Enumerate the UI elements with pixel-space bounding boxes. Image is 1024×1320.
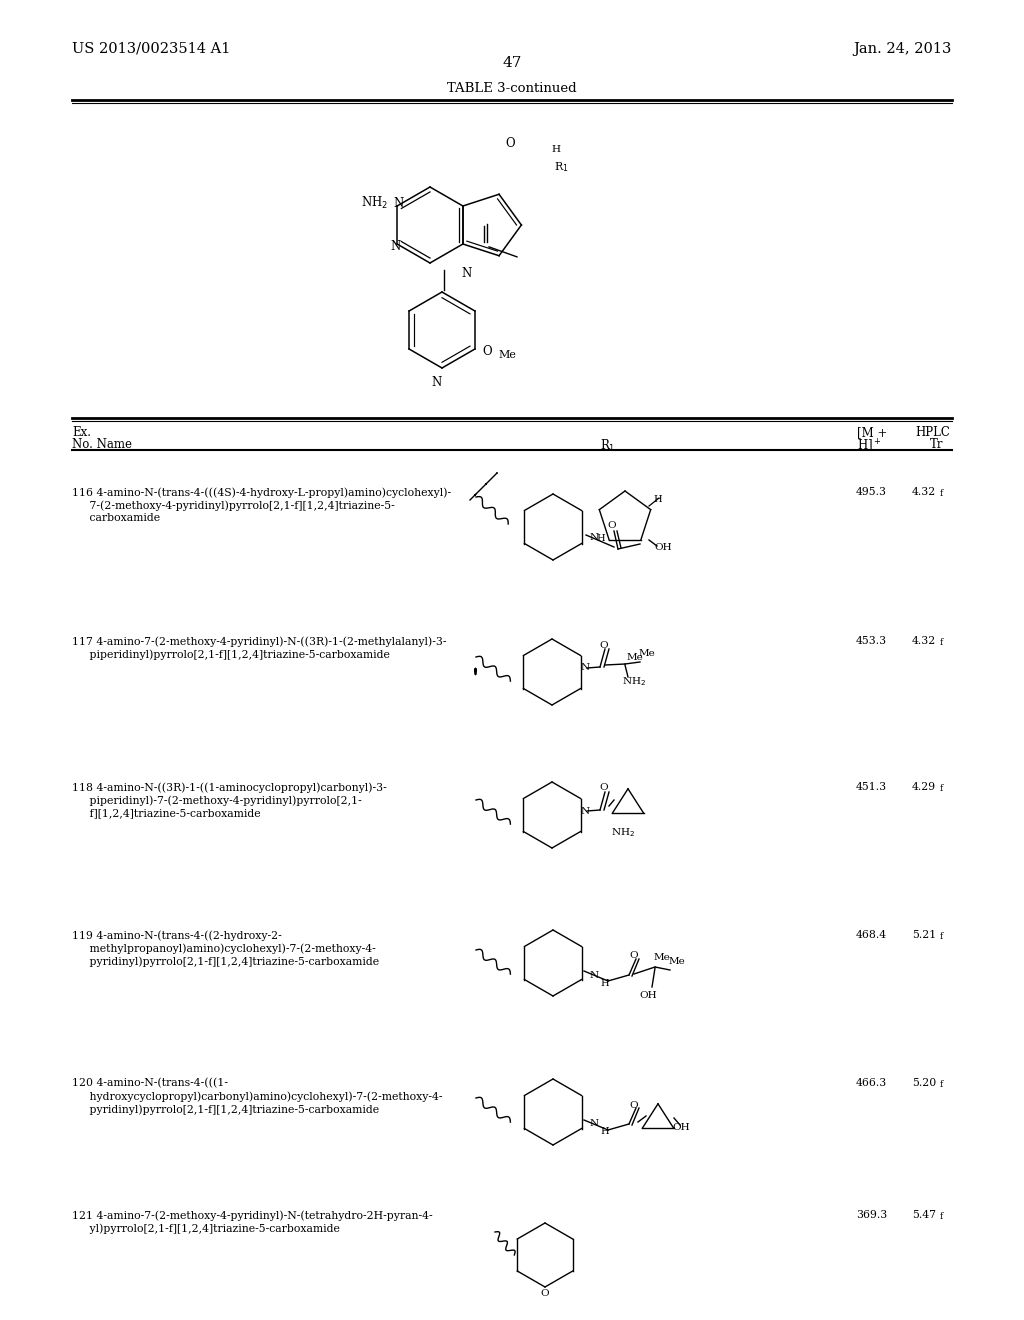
Text: R$_1$: R$_1$ xyxy=(554,160,568,174)
Text: OH: OH xyxy=(639,990,656,999)
Text: [M +: [M + xyxy=(857,426,888,440)
Text: H: H xyxy=(600,978,608,987)
Text: pyridinyl)pyrrolo[2,1-f][1,2,4]triazine-5-carboxamide: pyridinyl)pyrrolo[2,1-f][1,2,4]triazine-… xyxy=(72,1104,379,1114)
Text: 5.47: 5.47 xyxy=(912,1210,936,1220)
Text: NH$_2$: NH$_2$ xyxy=(611,826,635,840)
Text: 116 4-amino-N-(trans-4-(((4S)-4-hydroxy-L-propyl)amino)cyclohexyl)-: 116 4-amino-N-(trans-4-(((4S)-4-hydroxy-… xyxy=(72,487,452,498)
Text: f: f xyxy=(940,1212,943,1221)
Text: f: f xyxy=(940,488,943,498)
Text: NH$_2$: NH$_2$ xyxy=(361,195,388,211)
Text: Ex.: Ex. xyxy=(72,426,91,440)
Text: H: H xyxy=(600,1127,608,1137)
Text: 4.29: 4.29 xyxy=(912,781,936,792)
Text: 5.20: 5.20 xyxy=(912,1078,936,1088)
Text: 47: 47 xyxy=(503,55,521,70)
Text: f: f xyxy=(940,638,943,647)
Text: N: N xyxy=(590,1119,599,1129)
Text: 4.32: 4.32 xyxy=(912,487,936,498)
Text: N: N xyxy=(393,197,403,210)
Text: N: N xyxy=(590,533,599,543)
Text: 495.3: 495.3 xyxy=(856,487,887,498)
Text: H: H xyxy=(551,145,560,154)
Text: Me: Me xyxy=(639,649,655,659)
Text: O: O xyxy=(630,952,638,961)
Text: 451.3: 451.3 xyxy=(856,781,887,792)
Text: 4.32: 4.32 xyxy=(912,636,936,645)
Text: H]$^+$: H]$^+$ xyxy=(857,438,882,455)
Text: methylpropanoyl)amino)cyclohexyl)-7-(2-methoxy-4-: methylpropanoyl)amino)cyclohexyl)-7-(2-m… xyxy=(72,942,376,953)
Text: TABLE 3-continued: TABLE 3-continued xyxy=(447,82,577,95)
Text: H: H xyxy=(653,495,662,504)
Text: H: H xyxy=(597,535,605,543)
Text: f: f xyxy=(940,932,943,941)
Text: N: N xyxy=(432,376,442,389)
Text: N: N xyxy=(581,807,590,816)
Text: N: N xyxy=(390,240,400,253)
Text: carboxamide: carboxamide xyxy=(72,513,160,523)
Text: 453.3: 453.3 xyxy=(856,636,887,645)
Text: 121 4-amino-7-(2-methoxy-4-pyridinyl)-N-(tetrahydro-2H-pyran-4-: 121 4-amino-7-(2-methoxy-4-pyridinyl)-N-… xyxy=(72,1210,432,1221)
Text: 5.21: 5.21 xyxy=(912,931,936,940)
Text: f][1,2,4]triazine-5-carboxamide: f][1,2,4]triazine-5-carboxamide xyxy=(72,808,261,818)
Text: 466.3: 466.3 xyxy=(856,1078,887,1088)
Text: OH: OH xyxy=(654,544,672,553)
Text: Tr: Tr xyxy=(930,438,943,451)
Text: O: O xyxy=(541,1288,549,1298)
Text: Me: Me xyxy=(669,957,686,965)
Text: 468.4: 468.4 xyxy=(856,931,887,940)
Text: N: N xyxy=(590,970,599,979)
Text: HPLC: HPLC xyxy=(915,426,950,440)
Text: 118 4-amino-N-((3R)-1-((1-aminocyclopropyl)carbonyl)-3-: 118 4-amino-N-((3R)-1-((1-aminocycloprop… xyxy=(72,781,387,792)
Text: f: f xyxy=(940,784,943,793)
Text: US 2013/0023514 A1: US 2013/0023514 A1 xyxy=(72,42,230,55)
Text: hydroxycyclopropyl)carbonyl)amino)cyclohexyl)-7-(2-methoxy-4-: hydroxycyclopropyl)carbonyl)amino)cycloh… xyxy=(72,1092,442,1102)
Text: OH: OH xyxy=(672,1123,689,1133)
Text: Me: Me xyxy=(498,350,516,360)
Text: O: O xyxy=(600,640,608,649)
Text: Me: Me xyxy=(627,652,644,661)
Text: O: O xyxy=(505,137,515,150)
Text: N: N xyxy=(581,664,590,672)
Text: Jan. 24, 2013: Jan. 24, 2013 xyxy=(854,42,952,55)
Text: NH$_2$: NH$_2$ xyxy=(622,676,646,689)
Text: f: f xyxy=(940,1080,943,1089)
Text: yl)pyrrolo[2,1-f][1,2,4]triazine-5-carboxamide: yl)pyrrolo[2,1-f][1,2,4]triazine-5-carbo… xyxy=(72,1224,340,1234)
Text: R$_1$: R$_1$ xyxy=(600,438,615,454)
Text: No. Name: No. Name xyxy=(72,438,132,451)
Text: N: N xyxy=(461,267,471,280)
Text: 119 4-amino-N-(trans-4-((2-hydroxy-2-: 119 4-amino-N-(trans-4-((2-hydroxy-2- xyxy=(72,931,282,941)
Text: piperidinyl)pyrrolo[2,1-f][1,2,4]triazine-5-carboxamide: piperidinyl)pyrrolo[2,1-f][1,2,4]triazin… xyxy=(72,649,390,660)
Text: 369.3: 369.3 xyxy=(856,1210,887,1220)
Text: O: O xyxy=(600,784,608,792)
Text: Me: Me xyxy=(654,953,671,962)
Text: piperidinyl)-7-(2-methoxy-4-pyridinyl)pyrrolo[2,1-: piperidinyl)-7-(2-methoxy-4-pyridinyl)py… xyxy=(72,795,361,805)
Text: 120 4-amino-N-(trans-4-(((1-: 120 4-amino-N-(trans-4-(((1- xyxy=(72,1078,228,1088)
Text: pyridinyl)pyrrolo[2,1-f][1,2,4]triazine-5-carboxamide: pyridinyl)pyrrolo[2,1-f][1,2,4]triazine-… xyxy=(72,956,379,966)
Text: O: O xyxy=(630,1101,638,1110)
Text: 7-(2-methoxy-4-pyridinyl)pyrrolo[2,1-f][1,2,4]triazine-5-: 7-(2-methoxy-4-pyridinyl)pyrrolo[2,1-f][… xyxy=(72,500,394,511)
Text: 117 4-amino-7-(2-methoxy-4-pyridinyl)-N-((3R)-1-(2-methylalanyl)-3-: 117 4-amino-7-(2-methoxy-4-pyridinyl)-N-… xyxy=(72,636,446,647)
Text: O: O xyxy=(482,345,492,358)
Text: O: O xyxy=(607,521,616,531)
